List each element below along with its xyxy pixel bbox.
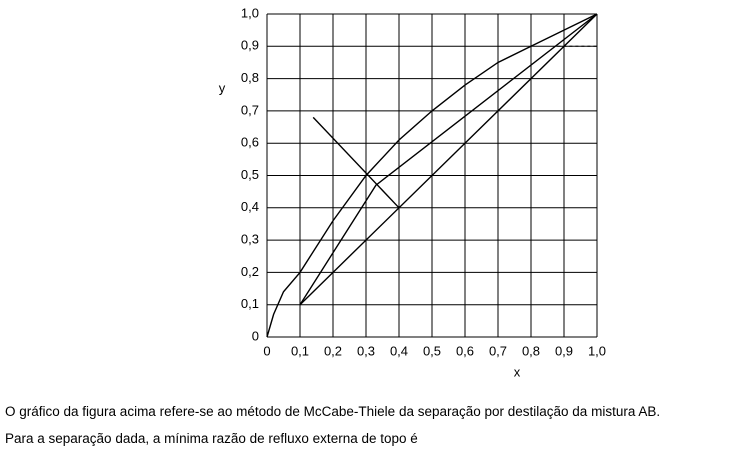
x-tick-label: 0,8 [522, 343, 540, 358]
x-tick-label: 0,9 [555, 343, 573, 358]
y-tick-label: 1,0 [241, 5, 259, 20]
chart: x y 0 0,1 0,2 0,3 0,4 0,5 0,6 0,7 0,8 0,9 1,0 0 0,1 0… [219, 5, 606, 379]
y-axis-label: y [219, 80, 226, 95]
y-tick-label: 0,5 [241, 167, 259, 182]
y-tick-label: 0,4 [241, 199, 259, 214]
x-tick-label: 0,6 [456, 343, 474, 358]
x-tick-label: 1,0 [588, 343, 606, 358]
x-tick-label: 0,1 [291, 343, 309, 358]
y-tick-label: 0,2 [241, 264, 259, 279]
x-tick-label: 0 [263, 343, 270, 358]
y-tick-label: 0,9 [241, 38, 259, 53]
data-line [299, 13, 598, 306]
y-tick-label: 0,7 [241, 102, 259, 117]
data-line [312, 116, 400, 209]
x-tick-label: 0,2 [324, 343, 342, 358]
y-tick-label: 0,6 [241, 135, 259, 150]
caption-line: Para a separação dada, a mínima razão de… [5, 431, 418, 446]
data-line [266, 13, 598, 338]
x-tick-label: 0,3 [357, 343, 375, 358]
x-axis-label: x [514, 364, 521, 379]
y-tick-label: 0,8 [241, 70, 259, 85]
y-tick-label: 0,1 [241, 296, 259, 311]
x-tick-label: 0,4 [390, 343, 408, 358]
x-tick-label: 0,7 [489, 343, 507, 358]
x-tick-label: 0,5 [423, 343, 441, 358]
data-line [299, 13, 598, 306]
caption-line: O gráfico da figura acima refere-se ao m… [5, 404, 661, 419]
y-tick-label: 0,3 [241, 232, 259, 247]
y-tick-label: 0 [252, 328, 259, 343]
